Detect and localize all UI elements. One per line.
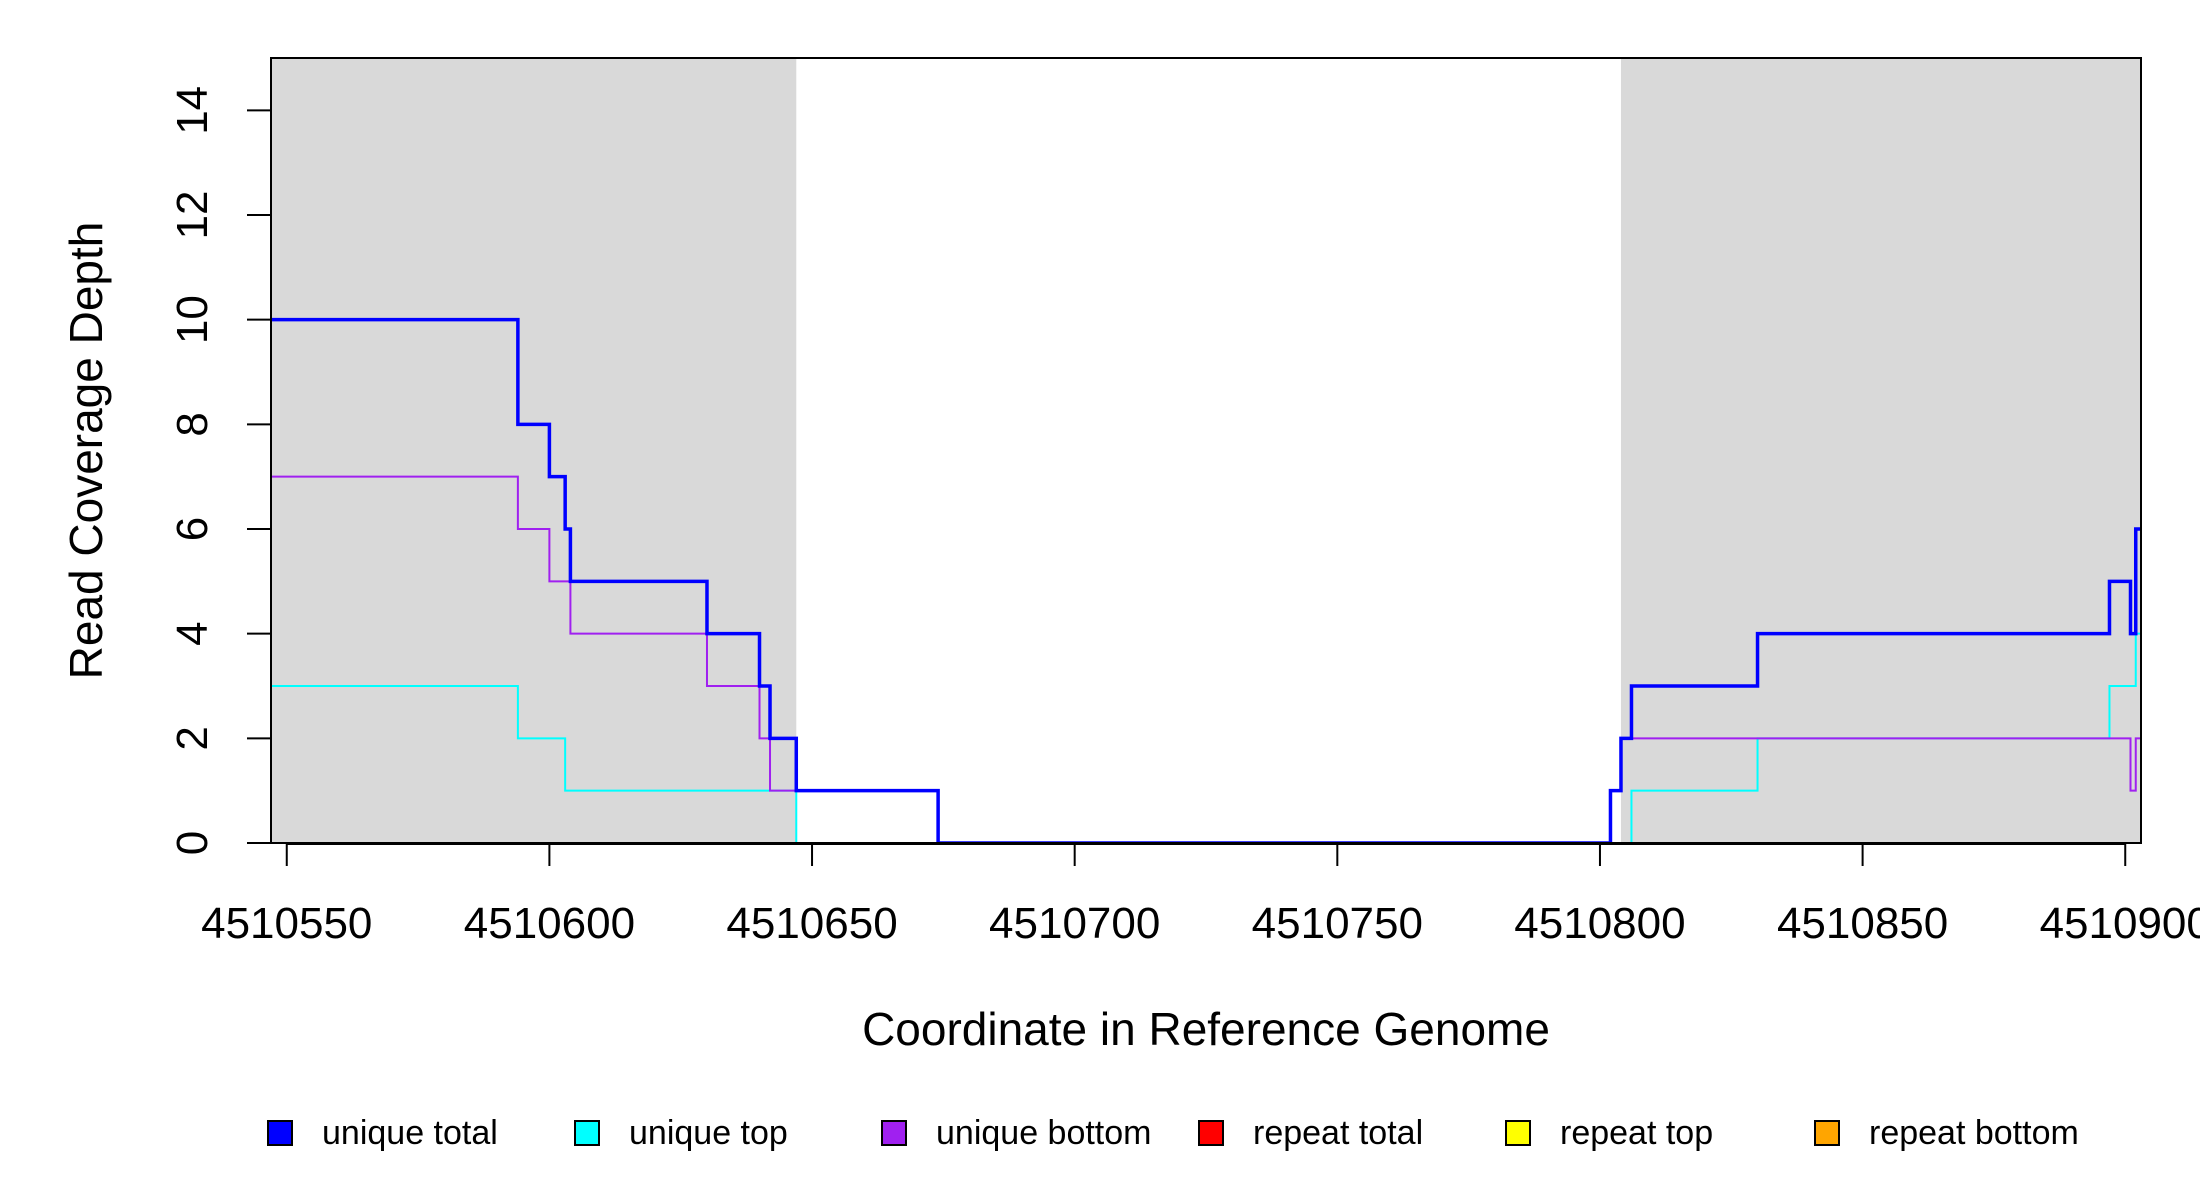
y-tick-label: 10 (168, 295, 217, 344)
x-tick-label: 4510900 (2040, 899, 2200, 948)
legend-swatch-repeat-top (1505, 1120, 1531, 1146)
legend: unique total unique top unique bottom repea… (267, 1114, 2079, 1152)
shaded-region-2 (1620, 58, 2141, 843)
series-line-unique-bottom (271, 475, 2141, 844)
x-axis: 4510550 4510600 4510650 4510700 4510750 45108… (201, 843, 2200, 948)
y-axis: 0 2 4 6 8 10 12 14 (168, 86, 272, 855)
legend-label-repeat-bottom: repeat bottom (1869, 1114, 2079, 1152)
series-line-unique-total (271, 317, 2141, 845)
legend-swatch-repeat-bottom (1814, 1120, 1840, 1146)
x-tick-label: 4510550 (201, 899, 372, 948)
y-tick-label: 8 (168, 412, 217, 436)
legend-label-unique-top: unique top (629, 1114, 788, 1152)
x-tick-label: 4510850 (1777, 899, 1948, 948)
shaded-regions (271, 58, 2141, 843)
legend-swatch-repeat-total (1198, 1120, 1224, 1146)
series-line-unique-top (271, 632, 2141, 844)
y-tick-label: 2 (168, 726, 217, 750)
legend-label-unique-bottom: unique bottom (936, 1114, 1152, 1152)
y-tick-label: 4 (168, 621, 217, 645)
x-tick-label: 4510750 (1252, 899, 1423, 948)
legend-label-unique-total: unique total (322, 1114, 498, 1152)
y-tick-label: 6 (168, 517, 217, 541)
y-tick-label: 0 (168, 831, 217, 855)
legend-swatch-unique-top (574, 1120, 600, 1146)
x-tick-label: 4510800 (1514, 899, 1685, 948)
x-axis-title: Coordinate in Reference Genome (862, 1003, 1550, 1055)
y-tick-label: 14 (168, 86, 217, 135)
x-tick-label: 4510650 (726, 899, 897, 948)
x-tick-label: 4510700 (989, 899, 1160, 948)
x-tick-label: 4510600 (464, 899, 635, 948)
y-axis-title: Read Coverage Depth (60, 222, 112, 680)
shaded-region-1 (271, 58, 797, 843)
legend-swatch-unique-total (267, 1120, 293, 1146)
legend-label-repeat-top: repeat top (1560, 1114, 1713, 1152)
y-tick-label: 12 (168, 191, 217, 240)
legend-label-repeat-total: repeat total (1253, 1114, 1423, 1152)
legend-swatch-unique-bottom (881, 1120, 907, 1146)
